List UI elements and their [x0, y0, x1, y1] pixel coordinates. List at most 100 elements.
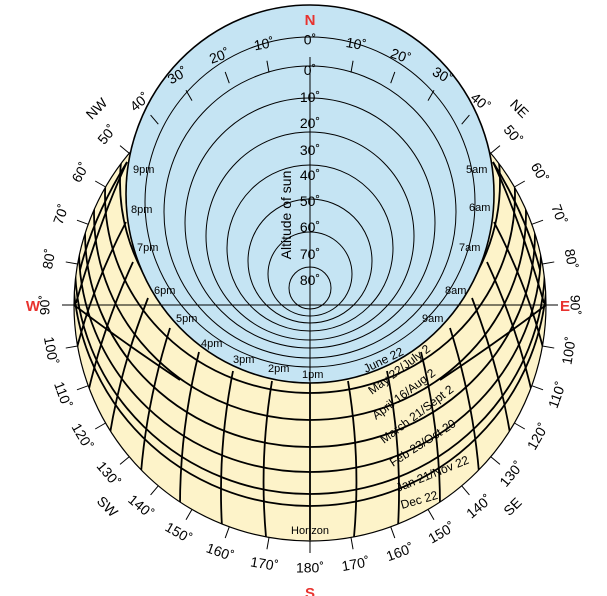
azimuth-tick	[150, 485, 159, 496]
altitude-label-20: 20˚	[300, 115, 320, 131]
direction-nw: NW	[83, 94, 111, 122]
azimuth-tick	[65, 345, 78, 349]
azimuth-tick	[119, 456, 130, 465]
hour-label-7pm: 7pm	[137, 242, 158, 254]
hour-line	[74, 304, 181, 381]
altitude-labels: 0˚ 10˚ 20˚ 30˚ 40˚ 50˚ 60˚ 70˚ 80˚	[300, 62, 320, 288]
hour-line	[139, 327, 171, 487]
azimuth-label-east: 110˚	[545, 379, 569, 410]
azimuth-tick	[224, 71, 230, 84]
azimuth-label-east: 20˚	[388, 45, 412, 67]
azimuth-label-west: 10˚	[253, 34, 276, 53]
hour-label-9am: 9am	[422, 313, 443, 325]
hour-label-6pm: 6pm	[154, 285, 175, 297]
azimuth-label-west: 170˚	[249, 553, 279, 574]
hour-label-6am: 6am	[469, 202, 490, 214]
hour-line	[386, 370, 400, 528]
hour-label-7am: 7am	[459, 242, 480, 254]
compass-east: E	[560, 298, 570, 315]
altitude-label-0: 0˚	[304, 62, 316, 78]
azimuth-label-east: 150˚	[425, 519, 457, 547]
hour-label-3pm: 3pm	[233, 354, 254, 366]
azimuth-tick	[185, 509, 193, 521]
compass-north: N	[305, 12, 316, 29]
azimuth-label-west: 90˚	[37, 295, 53, 315]
azimuth-label-west: 50˚	[94, 122, 119, 148]
azimuth-tick	[185, 89, 193, 101]
horizon-label: Horizon	[291, 525, 329, 537]
azimuth-tick	[461, 114, 470, 125]
hour-label-9pm: 9pm	[133, 164, 154, 176]
azimuth-label-east: 130˚	[496, 458, 526, 490]
azimuth-tick	[531, 385, 544, 391]
azimuth-label-south: 180˚	[296, 560, 324, 576]
azimuth-tick	[461, 485, 470, 496]
azimuth-label-east: 120˚	[524, 420, 552, 452]
azimuth-tick	[266, 60, 270, 73]
hour-label-5am: 5am	[466, 164, 487, 176]
azimuth-label-east: 170˚	[340, 553, 370, 574]
altitude-label-30: 30˚	[300, 142, 320, 158]
azimuth-tick	[76, 219, 89, 225]
azimuth-label-east: 70˚	[548, 202, 570, 226]
hour-label-8pm: 8pm	[131, 204, 152, 216]
azimuth-label-east: 50˚	[501, 122, 526, 148]
azimuth-tick	[514, 180, 526, 188]
hour-line	[492, 161, 541, 271]
azimuth-tick	[94, 180, 106, 188]
direction-se: SE	[500, 494, 525, 519]
azimuth-tick	[350, 537, 354, 550]
hour-line	[420, 351, 441, 511]
azimuth-label-east: 60˚	[528, 160, 552, 186]
azimuth-tick	[94, 422, 106, 430]
hour-line	[449, 327, 481, 487]
hour-line	[220, 370, 234, 528]
azimuth-tick	[542, 345, 555, 349]
azimuth-tick	[65, 261, 78, 265]
compass-south: S	[305, 585, 315, 596]
azimuth-label-west: 160˚	[204, 540, 236, 565]
azimuth-label-west: 130˚	[94, 458, 124, 490]
hour-label-2pm: 2pm	[268, 363, 289, 375]
hour-line	[493, 221, 546, 361]
hour-line	[347, 380, 358, 538]
azimuth-tick	[76, 385, 89, 391]
azimuth-ticks	[62, 57, 558, 553]
altitude-label-40: 40˚	[300, 167, 320, 183]
hour-label-1pm: 1pm	[302, 369, 323, 381]
hour-line	[179, 351, 200, 511]
altitude-label-50: 50˚	[300, 193, 320, 209]
azimuth-label-east: 80˚	[562, 248, 581, 271]
azimuth-tick	[542, 261, 555, 265]
azimuth-tick	[390, 526, 396, 539]
altitude-label-70: 70˚	[300, 246, 320, 262]
direction-sw: SW	[94, 493, 122, 521]
azimuth-label-west: 110˚	[51, 379, 75, 410]
azimuth-label-west: 100˚	[41, 335, 62, 365]
hour-label-4pm: 4pm	[201, 338, 222, 350]
sun-path-grid	[74, 69, 546, 540]
azimuth-label-west: 20˚	[207, 45, 231, 67]
azimuth-label-west: 70˚	[50, 202, 72, 226]
azimuth-tick	[390, 71, 396, 84]
azimuth-tick	[350, 60, 354, 73]
azimuth-tick	[427, 89, 435, 101]
azimuth-tick	[490, 145, 501, 154]
azimuth-tick	[514, 422, 526, 430]
hour-line	[75, 161, 128, 304]
azimuth-tick	[224, 526, 230, 539]
hour-line	[79, 161, 128, 271]
azimuth-label-north: 0˚	[304, 32, 316, 48]
azimuth-label-west: 80˚	[39, 248, 58, 271]
azimuth-label-west: 140˚	[125, 491, 157, 521]
azimuth-tick	[490, 456, 501, 465]
azimuth-label-east: 140˚	[463, 491, 495, 521]
altitude-label-80: 80˚	[300, 272, 320, 288]
altitude-label-60: 60˚	[300, 219, 320, 235]
azimuth-tick	[531, 219, 544, 225]
azimuth-label-west: 120˚	[69, 420, 97, 452]
altitude-label-10: 10˚	[300, 89, 320, 105]
altitude-axis-title: Altitude of sun	[278, 171, 294, 260]
azimuth-label-east: 160˚	[384, 540, 416, 565]
